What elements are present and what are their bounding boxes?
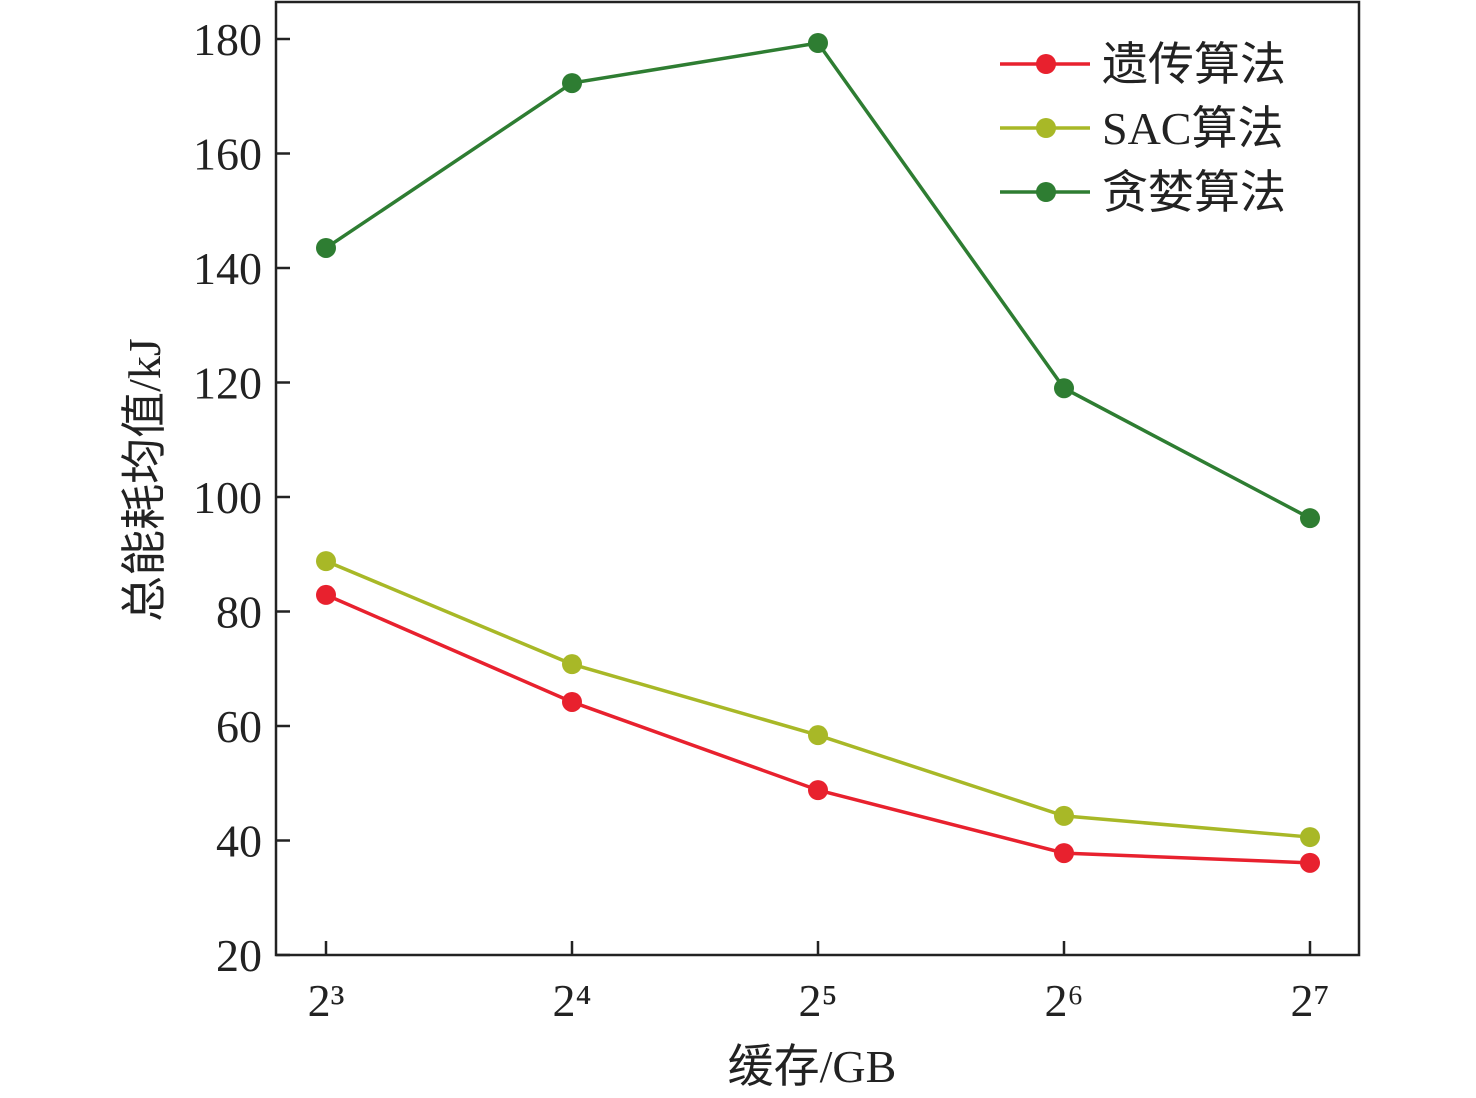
legend-label: 遗传算法 (1102, 39, 1286, 90)
x-tick-label: 2³ (308, 975, 345, 1026)
series-SAC算法 (316, 551, 1320, 848)
data-point (1054, 378, 1074, 399)
y-tick-label: 180 (193, 14, 262, 65)
y-tick-label: 140 (193, 243, 262, 294)
series-遗传算法 (316, 584, 1320, 873)
data-point (1054, 805, 1074, 826)
data-point (562, 691, 582, 712)
x-tick-label: 2⁴ (552, 975, 591, 1026)
legend-label: SAC算法 (1102, 103, 1283, 154)
data-point (1300, 508, 1320, 529)
data-point (316, 584, 336, 605)
data-point (316, 237, 336, 258)
data-point (808, 780, 828, 801)
data-point (562, 73, 582, 94)
legend-marker (1036, 182, 1056, 202)
data-point (808, 33, 828, 54)
legend-label: 贪婪算法 (1102, 167, 1286, 218)
legend-item: 贪婪算法 (1000, 167, 1286, 218)
data-point (562, 654, 582, 675)
y-tick-label: 160 (193, 129, 262, 180)
legend-marker (1036, 118, 1056, 138)
data-point (1300, 827, 1320, 848)
y-axis-label: 总能耗均值/kJ (119, 338, 170, 622)
legend-item: 遗传算法 (1000, 39, 1286, 90)
legend-item: SAC算法 (1000, 103, 1283, 154)
x-tick-label: 2⁷ (1290, 975, 1329, 1026)
x-tick-label: 2⁵ (798, 975, 837, 1026)
y-tick-label: 120 (193, 358, 262, 409)
data-point (1054, 843, 1074, 864)
data-point (1300, 852, 1320, 873)
y-tick-label: 20 (216, 930, 262, 981)
y-tick-label: 100 (193, 472, 262, 523)
y-tick-label: 40 (216, 816, 262, 867)
x-axis-label: 缓存/GB (728, 1041, 897, 1092)
y-tick-label: 80 (216, 587, 262, 638)
y-tick-label: 60 (216, 701, 262, 752)
data-point (316, 551, 336, 572)
data-point (808, 725, 828, 746)
x-tick-label: 2⁶ (1044, 975, 1083, 1026)
series-贪婪算法 (316, 33, 1320, 529)
legend-marker (1036, 54, 1056, 74)
